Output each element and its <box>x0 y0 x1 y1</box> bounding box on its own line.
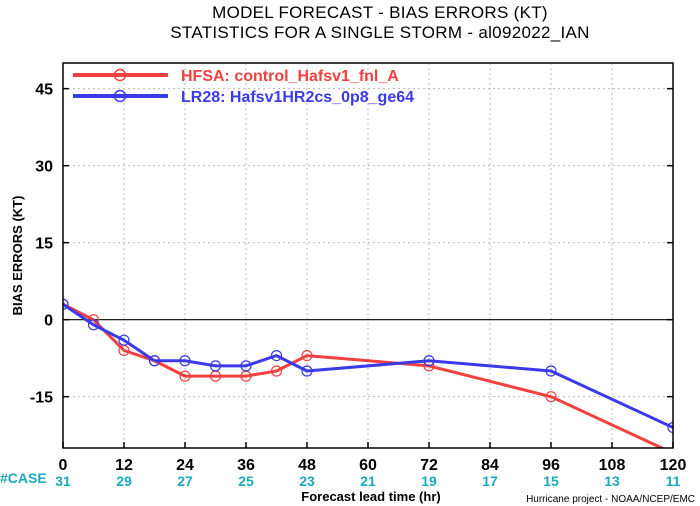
case-label: #CASE <box>0 470 47 486</box>
data-point <box>179 370 191 382</box>
case-count: 11 <box>666 473 681 489</box>
data-point <box>179 355 191 367</box>
plot-frame <box>62 62 674 449</box>
data-point <box>545 365 557 377</box>
data-point <box>301 365 313 377</box>
y-axis-label: BIAS ERRORS (KT) <box>10 196 25 316</box>
case-count: 13 <box>604 473 620 489</box>
data-point <box>301 350 313 362</box>
y-tick-label: 45 <box>35 82 53 99</box>
grid <box>63 63 673 448</box>
x-tick-label: 60 <box>359 457 377 474</box>
data-point <box>240 360 252 372</box>
series-2 <box>63 298 673 434</box>
data-point <box>423 355 435 367</box>
data-point <box>270 350 283 362</box>
x-tick-label: 84 <box>481 457 499 474</box>
data-point <box>209 360 222 372</box>
y-tick-label: -15 <box>30 390 53 407</box>
x-tick-label: 108 <box>599 457 626 474</box>
x-axis-label: Forecast lead time (hr) <box>301 489 440 504</box>
case-count: 23 <box>299 473 315 489</box>
case-count: 21 <box>360 473 376 489</box>
x-tick-label: 0 <box>59 457 68 474</box>
legend: HFSA: control_Hafsv1_fnl_A LR28: Hafsv1HR… <box>73 68 414 106</box>
case-count-row: 31 29 27 25 23 21 19 17 15 13 11 <box>55 473 680 489</box>
case-count: 29 <box>116 473 132 489</box>
x-tick-label: 48 <box>298 457 316 474</box>
x-tick-label: 36 <box>237 457 255 474</box>
legend-marker <box>113 89 127 103</box>
series-group <box>63 298 673 448</box>
credit-text: Hurricane project - NOAA/NCEP/EMC <box>526 494 695 505</box>
series-line <box>63 302 666 448</box>
data-point <box>545 391 557 403</box>
case-count: 15 <box>543 473 559 489</box>
legend-label: HFSA: control_Hafsv1_fnl_A <box>181 68 399 85</box>
data-point <box>63 298 69 310</box>
y-tick-labels: -15 0 15 30 45 <box>30 82 673 407</box>
data-point <box>148 355 161 367</box>
case-count: 31 <box>55 473 71 489</box>
x-tick-label: 24 <box>176 457 194 474</box>
x-tick-label: 96 <box>542 457 560 474</box>
x-tick-label: 120 <box>660 457 687 474</box>
case-count: 27 <box>177 473 193 489</box>
data-point <box>270 365 283 377</box>
data-point <box>118 334 130 346</box>
x-tick-label: 12 <box>115 457 133 474</box>
series-line <box>63 303 673 429</box>
legend-marker <box>113 68 127 82</box>
y-tick-label: 15 <box>35 236 53 253</box>
case-count: 17 <box>482 473 498 489</box>
data-point <box>667 421 673 434</box>
y-tick-label: 0 <box>44 313 53 330</box>
legend-label: LR28: Hafsv1HR2cs_0p8_ge64 <box>181 89 414 106</box>
case-count: 25 <box>238 473 254 489</box>
chart-subtitle: STATISTICS FOR A SINGLE STORM - al092022… <box>170 23 589 42</box>
y-tick-label: 30 <box>35 159 53 176</box>
chart-title: MODEL FORECAST - BIAS ERRORS (KT) <box>212 3 548 22</box>
x-tick-label: 72 <box>420 457 438 474</box>
data-point <box>87 319 100 331</box>
x-tick-labels: 0 12 24 36 48 60 72 84 96 108 120 <box>59 442 687 474</box>
case-count: 19 <box>421 473 437 489</box>
